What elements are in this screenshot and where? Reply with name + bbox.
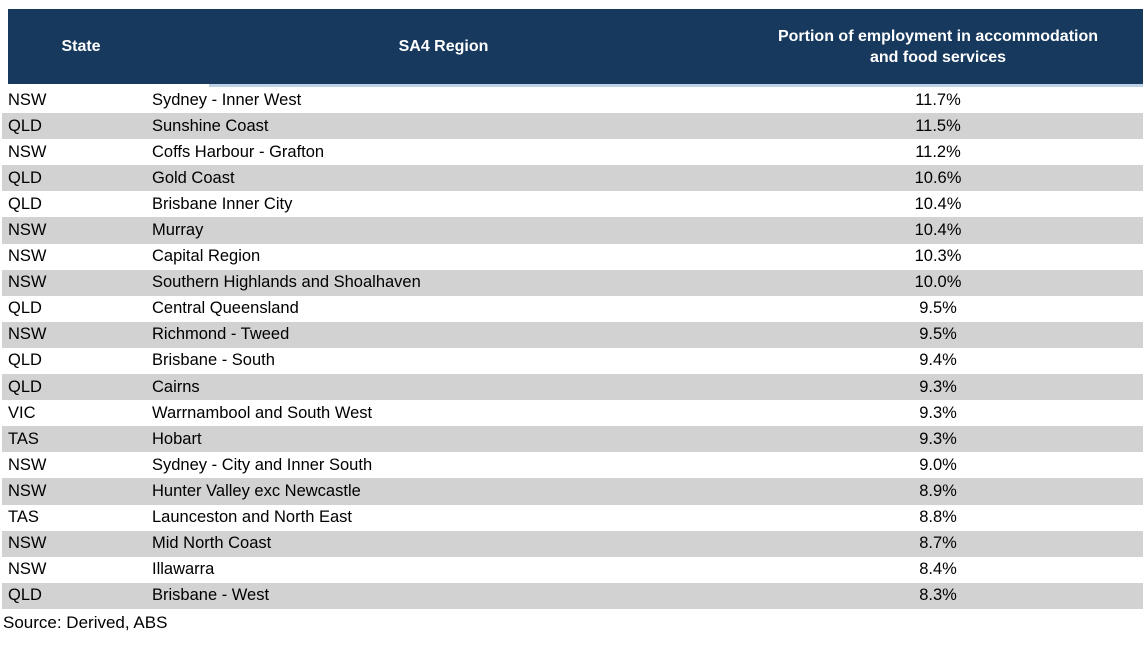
column-header-portion-line1: Portion of employment in accommodation bbox=[777, 27, 1099, 45]
cell-region: Richmond - Tweed bbox=[152, 325, 290, 344]
cell-region: Launceston and North East bbox=[152, 508, 352, 527]
cell-state: NSW bbox=[8, 455, 47, 474]
cell-value: 11.5% bbox=[915, 116, 961, 135]
table-row: NSW Southern Highlands and Shoalhaven 10… bbox=[2, 269, 1143, 296]
table-row: NSW Sydney - City and Inner South 9.0% bbox=[2, 452, 1143, 479]
cell-value: 8.8% bbox=[919, 508, 957, 527]
cell-state: QLD bbox=[8, 168, 42, 187]
table-row: QLD Gold Coast 10.6% bbox=[2, 165, 1143, 192]
cell-region: Brisbane - West bbox=[152, 586, 270, 605]
table-header-row: State SA4 Region Portion of employment i… bbox=[8, 9, 1143, 87]
table-row: QLD Brisbane Inner City 10.4% bbox=[2, 191, 1143, 218]
cell-value: 8.9% bbox=[919, 481, 957, 500]
cell-region: Illawarra bbox=[152, 560, 215, 579]
column-header-portion: Portion of employment in accommodation a… bbox=[733, 9, 1143, 84]
table-row: NSW Richmond - Tweed 9.5% bbox=[2, 321, 1143, 348]
table-row: NSW Murray 10.4% bbox=[2, 217, 1143, 244]
cell-state: QLD bbox=[8, 116, 42, 135]
table-row: TAS Launceston and North East 8.8% bbox=[2, 504, 1143, 531]
cell-region: Sunshine Coast bbox=[152, 116, 269, 135]
cell-state: QLD bbox=[8, 586, 42, 605]
cell-state: NSW bbox=[8, 481, 47, 500]
source-note: Source: Derived, ABS bbox=[3, 612, 168, 632]
table-row: QLD Central Queensland 9.5% bbox=[2, 295, 1143, 322]
column-header-sa4-region: SA4 Region bbox=[398, 38, 489, 55]
cell-state: TAS bbox=[8, 429, 39, 448]
employment-table: State SA4 Region Portion of employment i… bbox=[2, 9, 1143, 633]
cell-region: Capital Region bbox=[152, 247, 261, 266]
cell-state: VIC bbox=[8, 403, 36, 422]
cell-value: 10.6% bbox=[914, 168, 962, 187]
cell-value: 10.4% bbox=[914, 194, 962, 213]
cell-region: Cairns bbox=[152, 377, 200, 396]
cell-region: Murray bbox=[152, 221, 204, 240]
table-row: NSW Hunter Valley exc Newcastle 8.9% bbox=[2, 478, 1143, 505]
cell-value: 10.3% bbox=[914, 247, 962, 266]
cell-state: NSW bbox=[8, 247, 47, 266]
cell-value: 9.4% bbox=[919, 351, 957, 370]
table-row: NSW Coffs Harbour - Grafton 11.2% bbox=[2, 139, 1143, 166]
cell-value: 10.4% bbox=[914, 221, 962, 240]
column-header-portion-line2: and food services bbox=[869, 48, 1007, 66]
cell-value: 9.5% bbox=[919, 299, 957, 318]
header-accent-strip bbox=[209, 84, 1143, 87]
table-row: NSW Illawarra 8.4% bbox=[2, 556, 1143, 583]
cell-region: Mid North Coast bbox=[152, 534, 272, 553]
cell-state: NSW bbox=[8, 560, 47, 579]
cell-region: Hobart bbox=[152, 429, 202, 448]
cell-state: QLD bbox=[8, 194, 42, 213]
cell-state: NSW bbox=[8, 273, 47, 292]
cell-value: 9.0% bbox=[919, 455, 957, 474]
cell-region: Hunter Valley exc Newcastle bbox=[152, 481, 361, 500]
cell-region: Brisbane Inner City bbox=[152, 194, 293, 213]
table-row: NSW Mid North Coast 8.7% bbox=[2, 530, 1143, 557]
cell-value: 9.3% bbox=[919, 429, 957, 448]
table-body: NSW Sydney - Inner West 11.7% QLD Sunshi… bbox=[2, 87, 1143, 609]
cell-value: 11.2% bbox=[915, 142, 961, 161]
cell-region: Warrnambool and South West bbox=[152, 403, 373, 422]
table-row: VIC Warrnambool and South West 9.3% bbox=[2, 400, 1143, 427]
cell-region: Brisbane - South bbox=[152, 351, 275, 370]
cell-value: 9.3% bbox=[919, 403, 957, 422]
cell-value: 8.4% bbox=[919, 560, 957, 579]
cell-region: Sydney - City and Inner South bbox=[152, 455, 373, 474]
cell-state: QLD bbox=[8, 351, 42, 370]
cell-region: Sydney - Inner West bbox=[152, 90, 302, 109]
cell-state: NSW bbox=[8, 221, 47, 240]
cell-region: Gold Coast bbox=[152, 168, 235, 187]
cell-state: NSW bbox=[8, 325, 47, 344]
cell-value: 11.7% bbox=[915, 90, 961, 109]
cell-state: TAS bbox=[8, 508, 39, 527]
table-row: NSW Sydney - Inner West 11.7% bbox=[2, 87, 1143, 114]
cell-region: Central Queensland bbox=[152, 299, 299, 318]
table-row: QLD Brisbane - South 9.4% bbox=[2, 347, 1143, 375]
cell-value: 10.0% bbox=[914, 273, 962, 292]
column-header-state: State bbox=[61, 38, 101, 55]
cell-value: 8.7% bbox=[919, 534, 957, 553]
table-row: QLD Brisbane - West 8.3% bbox=[2, 582, 1143, 609]
column-header-portion-text: Portion of employment in accommodation a… bbox=[778, 26, 1098, 68]
cell-state: NSW bbox=[8, 142, 47, 161]
cell-state: QLD bbox=[8, 377, 42, 396]
cell-state: NSW bbox=[8, 90, 47, 109]
cell-state: QLD bbox=[8, 299, 42, 318]
table-row: QLD Cairns 9.3% bbox=[2, 374, 1143, 401]
cell-region: Southern Highlands and Shoalhaven bbox=[152, 273, 421, 292]
cell-value: 9.5% bbox=[919, 325, 957, 344]
cell-region: Coffs Harbour - Grafton bbox=[152, 142, 325, 161]
table-row: TAS Hobart 9.3% bbox=[2, 426, 1143, 453]
table-row: QLD Sunshine Coast 11.5% bbox=[2, 113, 1143, 140]
cell-state: NSW bbox=[8, 534, 47, 553]
cell-value: 8.3% bbox=[919, 586, 957, 605]
cell-value: 9.3% bbox=[919, 377, 957, 396]
table-row: NSW Capital Region 10.3% bbox=[2, 243, 1143, 270]
